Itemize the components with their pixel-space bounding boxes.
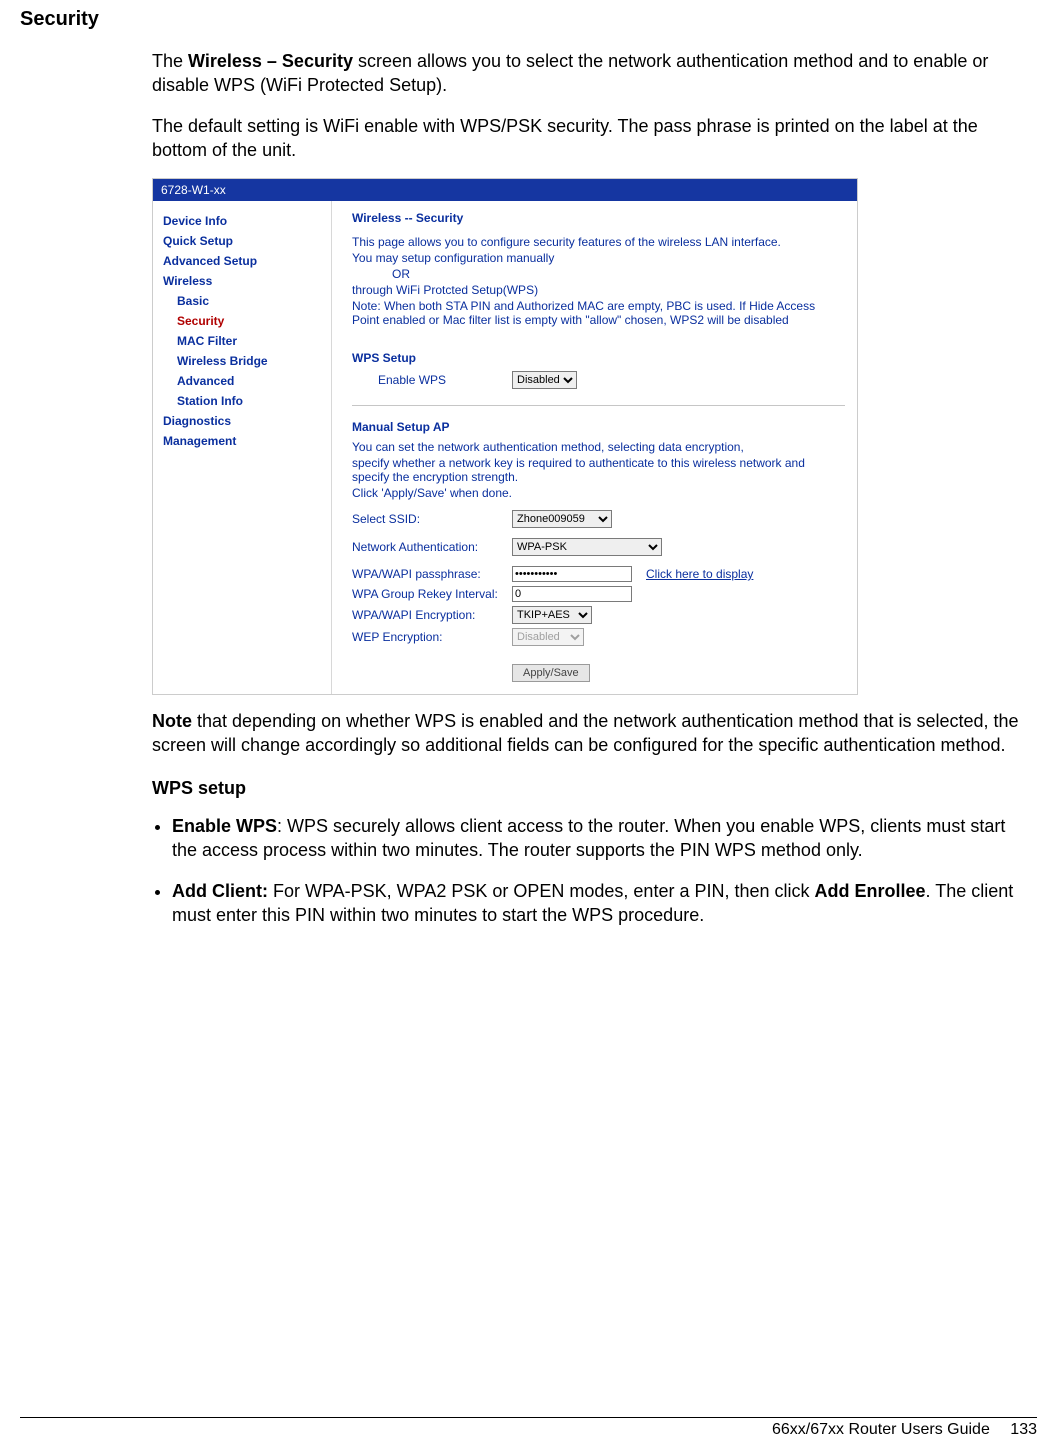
wep-select: Disabled (512, 628, 584, 646)
sidebar-item-security[interactable]: Security (177, 311, 325, 331)
network-auth-label: Network Authentication: (352, 540, 512, 554)
intro-paragraph-1: The Wireless – Security screen allows yo… (152, 49, 1027, 98)
wep-label: WEP Encryption: (352, 630, 512, 644)
manual-p3: Click 'Apply/Save' when done. (352, 486, 845, 500)
intro-paragraph-2: The default setting is WiFi enable with … (152, 114, 1027, 163)
footer-page-number: 133 (1010, 1421, 1037, 1438)
manual-p2: specify whether a network key is require… (352, 456, 845, 484)
encryption-select[interactable]: TKIP+AES (512, 606, 592, 624)
sidebar-item-mac-filter[interactable]: MAC Filter (177, 331, 325, 351)
rekey-label: WPA Group Rekey Interval: (352, 587, 512, 601)
note-rest: that depending on whether WPS is enabled… (152, 711, 1019, 755)
bullet2-bold: Add Client: (172, 881, 268, 901)
note-paragraph: Note that depending on whether WPS is en… (152, 709, 1027, 758)
bullet1-rest: : WPS securely allows client access to t… (172, 816, 1005, 860)
wps-setup-label: WPS Setup (352, 351, 845, 365)
content-p5: Note: When both STA PIN and Authorized M… (352, 299, 845, 327)
sidebar-item-wireless[interactable]: Wireless (163, 271, 325, 291)
sidebar-item-basic[interactable]: Basic (177, 291, 325, 311)
embedded-screenshot: 6728-W1-xx Device Info Quick Setup Advan… (152, 178, 1037, 695)
section-title: Security (20, 8, 1037, 31)
bullet1-bold: Enable WPS (172, 816, 277, 836)
sidebar-item-quick-setup[interactable]: Quick Setup (163, 231, 325, 251)
passphrase-display-link[interactable]: Click here to display (646, 567, 753, 581)
ssid-select[interactable]: Zhone009059 (512, 510, 612, 528)
bullet2-bold2: Add Enrollee (815, 881, 926, 901)
enable-wps-select[interactable]: Disabled (512, 371, 577, 389)
divider (352, 405, 845, 406)
content-p2: You may setup configuration manually (352, 251, 845, 265)
sidebar-item-diagnostics[interactable]: Diagnostics (163, 411, 325, 431)
content-heading: Wireless -- Security (352, 211, 845, 225)
page-footer: 66xx/67xx Router Users Guide 133 (20, 1417, 1037, 1439)
content-p4: through WiFi Protcted Setup(WPS) (352, 283, 845, 297)
network-auth-select[interactable]: WPA-PSK (512, 538, 662, 556)
bullet-add-client: Add Client: For WPA-PSK, WPA2 PSK or OPE… (172, 879, 1027, 928)
note-bold: Note (152, 711, 192, 731)
sidebar-item-station-info[interactable]: Station Info (177, 391, 325, 411)
sidebar-item-device-info[interactable]: Device Info (163, 211, 325, 231)
footer-guide-title: 66xx/67xx Router Users Guide (772, 1421, 990, 1438)
content-p3: OR (392, 267, 845, 281)
rekey-input[interactable] (512, 586, 632, 602)
window-titlebar: 6728-W1-xx (153, 179, 857, 201)
intro-p1-a: The (152, 51, 188, 71)
wps-setup-heading: WPS setup (152, 776, 1027, 800)
nav-sidebar: Device Info Quick Setup Advanced Setup W… (153, 201, 332, 694)
sidebar-item-management[interactable]: Management (163, 431, 325, 451)
manual-setup-label: Manual Setup AP (352, 420, 845, 434)
content-p1: This page allows you to configure securi… (352, 235, 845, 249)
bullet-enable-wps: Enable WPS: WPS securely allows client a… (172, 814, 1027, 863)
ssid-label: Select SSID: (352, 512, 512, 526)
sidebar-item-advanced-setup[interactable]: Advanced Setup (163, 251, 325, 271)
manual-p1: You can set the network authentication m… (352, 440, 845, 454)
passphrase-label: WPA/WAPI passphrase: (352, 567, 512, 581)
passphrase-input[interactable] (512, 566, 632, 582)
sidebar-item-wireless-bridge[interactable]: Wireless Bridge (177, 351, 325, 371)
intro-p1-b: Wireless – Security (188, 51, 353, 71)
bullet2-mid: For WPA-PSK, WPA2 PSK or OPEN modes, ent… (268, 881, 815, 901)
enable-wps-label: Enable WPS (378, 373, 512, 387)
content-panel: Wireless -- Security This page allows yo… (332, 201, 857, 694)
apply-save-button[interactable]: Apply/Save (512, 664, 590, 682)
sidebar-item-advanced[interactable]: Advanced (177, 371, 325, 391)
encryption-label: WPA/WAPI Encryption: (352, 608, 512, 622)
